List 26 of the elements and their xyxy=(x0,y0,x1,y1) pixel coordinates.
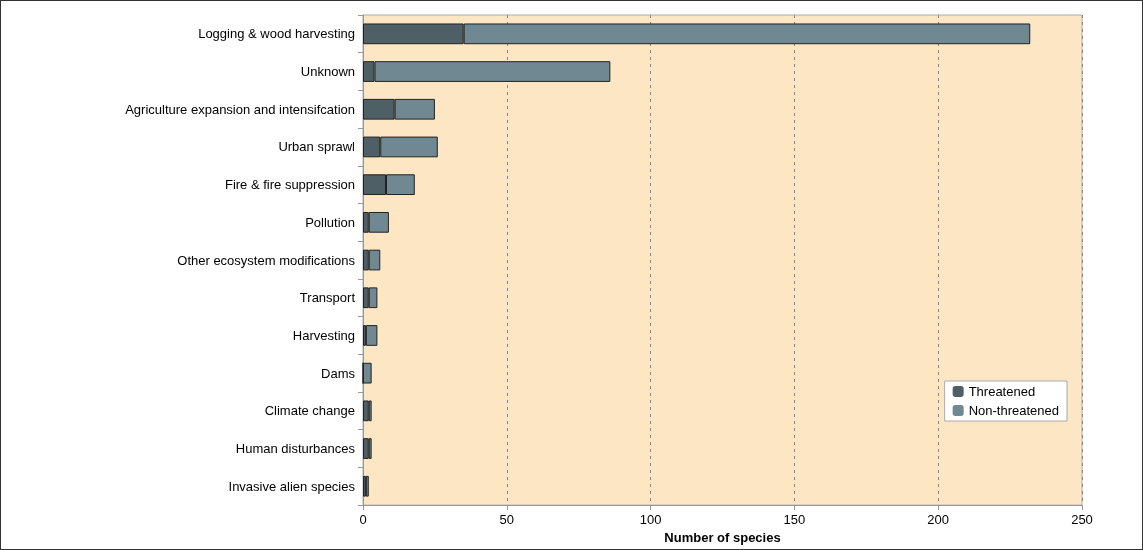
y-tick-label: Human disturbances xyxy=(235,441,356,457)
x-tick-label: 50 xyxy=(499,512,515,528)
x-tick-label: 250 xyxy=(1071,512,1093,528)
x-tick-label: 100 xyxy=(639,512,662,528)
y-tick-label: Agriculture expansion and intensifcation xyxy=(125,101,355,117)
bar xyxy=(363,362,372,384)
y-tick-label: Urban sprawl xyxy=(278,139,356,155)
y-tick-label: Transport xyxy=(299,290,356,306)
y-tick-label: Logging & wood harvesting xyxy=(198,26,355,42)
x-axis-title: Number of species xyxy=(664,530,781,545)
legend-label: Threatened xyxy=(968,384,1036,399)
y-tick-label: Fire & fire suppression xyxy=(224,177,355,193)
x-tick-label: 200 xyxy=(927,512,950,528)
bar xyxy=(363,400,369,422)
x-tick-label: 0 xyxy=(359,512,367,528)
bar xyxy=(365,325,378,346)
legend-label: Non-threatened xyxy=(968,403,1059,418)
bar xyxy=(363,438,369,459)
y-tick-label: Harvesting xyxy=(292,327,355,343)
x-tick-label: 150 xyxy=(783,512,806,528)
y-tick-label: Other ecosystem modifications xyxy=(177,252,356,268)
y-tick-label: Invasive alien species xyxy=(228,478,356,494)
y-tick-label: Climate change xyxy=(264,403,355,419)
y-tick-label: Unknown xyxy=(300,64,355,80)
y-tick-label: Dams xyxy=(321,365,356,381)
y-tick-label: Pollution xyxy=(305,214,355,230)
